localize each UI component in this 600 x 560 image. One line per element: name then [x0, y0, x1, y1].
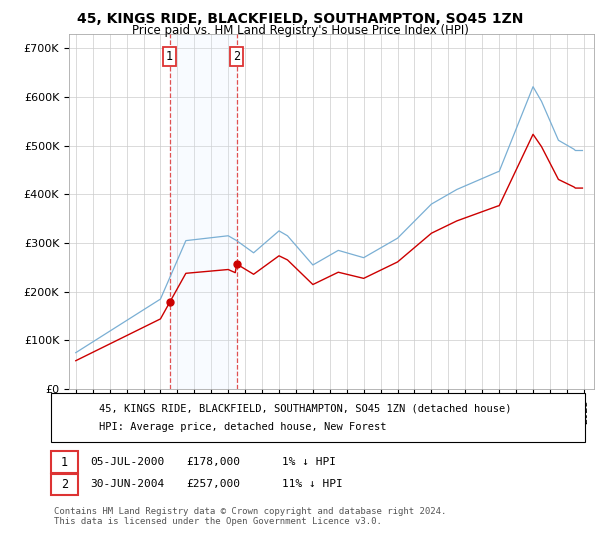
Text: 30-JUN-2004: 30-JUN-2004	[90, 479, 164, 489]
Text: £257,000: £257,000	[186, 479, 240, 489]
Text: 2: 2	[61, 478, 68, 491]
Text: Price paid vs. HM Land Registry's House Price Index (HPI): Price paid vs. HM Land Registry's House …	[131, 24, 469, 37]
Bar	[170, 34, 236, 389]
Text: 05-JUL-2000: 05-JUL-2000	[90, 457, 164, 467]
Text: 1% ↓ HPI: 1% ↓ HPI	[282, 457, 336, 467]
Text: 11% ↓ HPI: 11% ↓ HPI	[282, 479, 343, 489]
Text: £178,000: £178,000	[186, 457, 240, 467]
Text: 2: 2	[233, 50, 240, 63]
Text: 45, KINGS RIDE, BLACKFIELD, SOUTHAMPTON, SO45 1ZN: 45, KINGS RIDE, BLACKFIELD, SOUTHAMPTON,…	[77, 12, 523, 26]
Text: 45, KINGS RIDE, BLACKFIELD, SOUTHAMPTON, SO45 1ZN (detached house): 45, KINGS RIDE, BLACKFIELD, SOUTHAMPTON,…	[99, 403, 511, 413]
Text: 1: 1	[166, 50, 173, 63]
Text: HPI: Average price, detached house, New Forest: HPI: Average price, detached house, New …	[99, 422, 386, 432]
Text: 1: 1	[61, 455, 68, 469]
Text: Contains HM Land Registry data © Crown copyright and database right 2024.
This d: Contains HM Land Registry data © Crown c…	[54, 507, 446, 526]
